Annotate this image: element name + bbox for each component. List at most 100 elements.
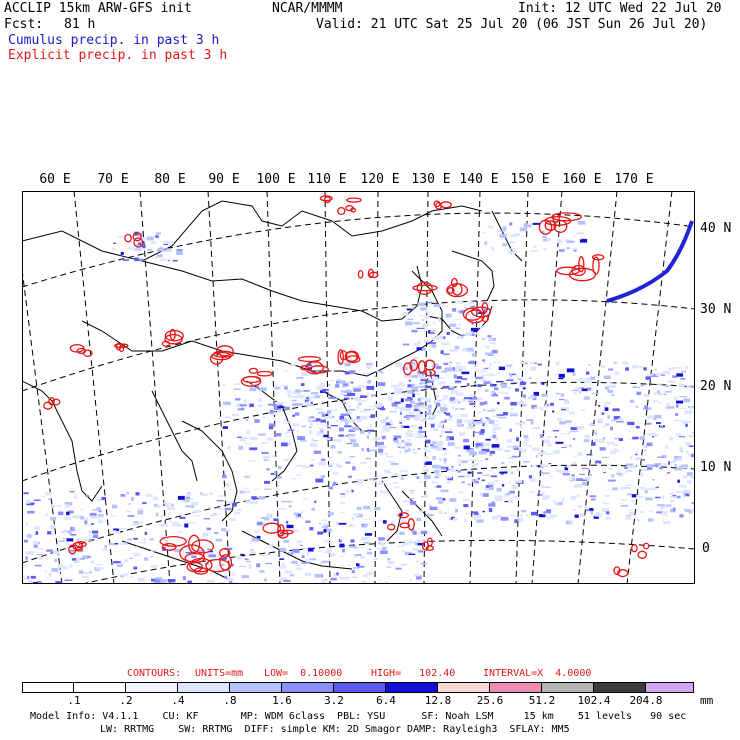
cumulus-precip-cell (113, 561, 121, 564)
cumulus-precip-cell (447, 476, 454, 481)
cumulus-precip-cell (251, 496, 257, 500)
lat-label: 10 N (700, 460, 732, 475)
cumulus-precip-cell (112, 248, 116, 251)
cumulus-precip-cell (480, 378, 487, 382)
explicit-precip-contour (409, 359, 419, 372)
cumulus-precip-cell (517, 401, 524, 405)
cumulus-precip-cell (526, 419, 534, 421)
cumulus-precip-cell (142, 244, 146, 249)
cumulus-precip-cell (667, 380, 676, 383)
cumulus-precip-cell (584, 506, 588, 508)
cumulus-precip-cell (552, 410, 555, 413)
cumulus-precip-cell (139, 542, 146, 544)
cumulus-precip-cell (418, 481, 424, 483)
cumulus-precip-cell (452, 308, 457, 312)
cumulus-precip-cell (313, 450, 322, 454)
cumulus-precip-cell (672, 495, 677, 497)
cumulus-precip-cell (409, 367, 417, 371)
cumulus-precip-cell (144, 557, 148, 561)
cumulus-precip-cell (283, 385, 288, 387)
cumulus-precip-cell (678, 435, 685, 438)
cumulus-precip-cell (605, 516, 611, 520)
cumulus-precip-cell (555, 502, 563, 506)
cumulus-precip-cell (455, 327, 461, 330)
cumulus-precip-cell (50, 524, 56, 528)
cumulus-precip-cell (579, 238, 588, 243)
cumulus-precip-cell (34, 564, 42, 567)
cumulus-precip-cell (459, 432, 466, 436)
cumulus-precip-cell (484, 487, 490, 491)
cumulus-precip-cell (366, 385, 375, 390)
cumulus-precip-cell (480, 371, 488, 373)
cumulus-precip-cell (345, 435, 349, 437)
cumulus-precip-cell (386, 456, 394, 458)
cumulus-precip-cell (493, 480, 499, 482)
cumulus-precip-cell (327, 427, 331, 429)
cumulus-precip-cell (167, 579, 176, 583)
cumulus-precip-cell (347, 564, 351, 566)
cumulus-precip-cell (161, 514, 164, 518)
cumulus-precip-cell (301, 425, 306, 427)
cumulus-precip-cell (656, 511, 663, 514)
cumulus-precip-cell (683, 495, 686, 498)
cumulus-precip-cell (263, 578, 267, 582)
cumulus-precip-cell (415, 436, 422, 439)
cumulus-precip-cell (418, 550, 424, 553)
cumulus-precip-cell (33, 544, 38, 548)
cumulus-precip-cell (215, 507, 223, 510)
cumulus-precip-cell (414, 390, 421, 392)
cumulus-precip-cell (678, 484, 687, 488)
cumulus-precip-cell (466, 350, 472, 353)
cumulus-precip-cell (634, 458, 639, 460)
cumulus-precip-cell (584, 434, 591, 439)
cumulus-precip-cell (680, 450, 683, 452)
cumulus-precip-cell (443, 362, 449, 366)
cumulus-precip-cell (418, 397, 425, 400)
cumulus-precip-cell (397, 545, 404, 548)
cumulus-precip-cell (530, 250, 538, 252)
cumulus-precip-cell (259, 387, 267, 392)
cumulus-precip-cell (302, 465, 310, 469)
cumulus-precip-cell (185, 496, 190, 499)
cumulus-precip-cell (182, 576, 186, 580)
cumulus-precip-cell (164, 503, 170, 507)
cumulus-precip-cell (405, 404, 412, 408)
cumulus-precip-cell (613, 416, 620, 420)
cumulus-precip-cell (463, 504, 469, 508)
cumulus-precip-cell (594, 432, 598, 435)
cumulus-precip-cell (475, 442, 483, 446)
cumulus-precip-cell (351, 517, 355, 521)
cumulus-precip-cell (416, 517, 422, 521)
cumulus-precip-cell (507, 251, 515, 255)
cumulus-precip-cell (434, 486, 438, 489)
cumulus-precip-cell (209, 492, 213, 495)
cumulus-precip-cell (422, 435, 428, 438)
cumulus-precip-cell (292, 403, 300, 407)
cumulus-precip-cell (97, 514, 104, 517)
cumulus-precip-cell (364, 408, 371, 411)
cumulus-precip-cell (458, 475, 465, 478)
cumulus-precip-cell (442, 449, 448, 451)
cumulus-precip-cell (96, 507, 101, 510)
cumulus-precip-cell (385, 416, 389, 419)
cumulus-precip-cell (391, 402, 398, 407)
cumulus-precip-cell (156, 512, 159, 517)
lat-label: 20 N (700, 379, 732, 394)
cumulus-precip-cell (406, 430, 414, 433)
cumulus-precip-cell (318, 462, 327, 466)
cumulus-precip-cell (316, 431, 321, 436)
cumulus-precip-cell (487, 335, 492, 338)
cumulus-precip-cell (361, 448, 364, 452)
cumulus-precip-cell (573, 250, 577, 252)
explicit-precip-contour (74, 541, 87, 548)
cumulus-precip-cell (25, 499, 31, 504)
cumulus-precip-cell (601, 412, 605, 415)
cumulus-precip-cell (518, 518, 524, 522)
cumulus-precip-cell (161, 537, 168, 541)
cumulus-precip-cell (238, 445, 244, 450)
cumulus-precip-cell (506, 439, 513, 443)
cumulus-precip-cell (446, 466, 449, 471)
cumulus-precip-cell (604, 494, 610, 497)
cumulus-precip-cell (528, 397, 531, 400)
cumulus-precip-cell (239, 438, 246, 442)
